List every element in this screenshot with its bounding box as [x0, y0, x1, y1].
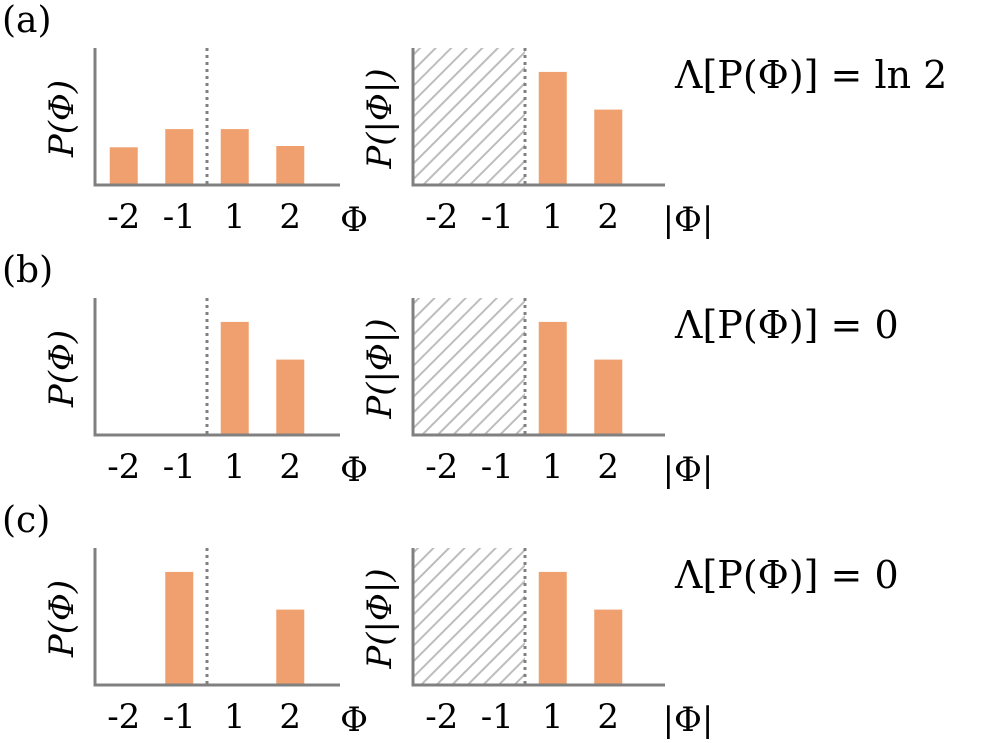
tick-label: -1	[163, 447, 196, 487]
y-axis-label: P(|Φ|)	[360, 568, 400, 669]
tick-label: -1	[163, 697, 196, 737]
lambda-annotation: Λ[P(Φ)] = 0	[674, 303, 899, 347]
tick-label: -1	[481, 697, 514, 737]
bar-2	[594, 609, 623, 685]
bar-2	[594, 109, 623, 185]
tick-label: -2	[425, 447, 458, 487]
panel-label: (a)	[2, 0, 52, 41]
x-axis-label: |Φ|	[663, 200, 714, 240]
bar-1	[220, 129, 249, 185]
subplot-4: -2 -1 1 2 |Φ| P(|Φ|) Λ[P(Φ)] = 0	[360, 298, 899, 490]
y-axis-label: P(Φ)	[42, 80, 82, 158]
tick-label: 2	[279, 447, 301, 487]
y-axis-label: P(|Φ|)	[360, 318, 400, 419]
bar--1	[165, 129, 194, 185]
bar--1	[165, 571, 194, 685]
tick-label: 1	[542, 197, 564, 237]
bar-2	[276, 609, 305, 685]
bar-2	[276, 359, 305, 435]
tick-label: -2	[107, 697, 140, 737]
bar--2	[109, 147, 138, 185]
subplot-2: -2 -1 1 2 |Φ| P(|Φ|) Λ[P(Φ)] = ln 2	[360, 48, 947, 240]
tick-label: 1	[542, 447, 564, 487]
bar-1	[538, 321, 567, 435]
tick-label: 2	[597, 447, 619, 487]
tick-label: -2	[425, 697, 458, 737]
subplot-6: -2 -1 1 2 |Φ| P(|Φ|) Λ[P(Φ)] = 0	[360, 548, 899, 740]
x-axis-label: Φ	[340, 450, 368, 490]
y-axis-label: P(|Φ|)	[360, 68, 400, 169]
bar-2	[594, 359, 623, 435]
bar-1	[220, 321, 249, 435]
tick-label: 1	[224, 697, 246, 737]
lambda-annotation: Λ[P(Φ)] = 0	[674, 553, 899, 597]
tick-label: -1	[481, 197, 514, 237]
tick-label: 2	[279, 697, 301, 737]
plots-layer: (a)-2 -1 1 2 ΦP(Φ)-2 -1 1 2 |Φ|P(|Φ|) Λ[P(Φ)] = l…	[2, 0, 947, 740]
hatched-region	[414, 48, 525, 185]
panel-label: (b)	[2, 250, 53, 291]
subplot-1: (a) -2 -1 1 2 Φ P(Φ)	[2, 0, 368, 240]
hatched-region	[414, 298, 525, 435]
tick-label: -1	[481, 447, 514, 487]
tick-label: -2	[425, 197, 458, 237]
tick-label: 1	[224, 447, 246, 487]
x-axis-label: |Φ|	[663, 450, 714, 490]
x-axis-label: |Φ|	[663, 700, 714, 740]
lambda-annotation: Λ[P(Φ)] = ln 2	[674, 53, 947, 97]
tick-label: -2	[107, 197, 140, 237]
bar-1	[538, 571, 567, 685]
panel-label: (c)	[2, 500, 50, 541]
y-axis-label: P(Φ)	[42, 330, 82, 408]
tick-label: -1	[163, 197, 196, 237]
tick-label: 2	[597, 197, 619, 237]
y-axis-label: P(Φ)	[42, 580, 82, 658]
tick-label: 1	[542, 697, 564, 737]
subplot-3: (b) -2 -1 1 2 Φ P(Φ)	[2, 250, 368, 490]
hatched-region	[414, 548, 525, 685]
x-axis-label: Φ	[340, 200, 368, 240]
bar-1	[538, 71, 567, 185]
tick-label: 2	[597, 697, 619, 737]
tick-label: 2	[279, 197, 301, 237]
bar-2	[276, 146, 305, 185]
subplot-5: (c) -2 -1 1 2 Φ P(Φ)	[2, 500, 368, 740]
tick-label: 1	[224, 197, 246, 237]
x-axis-label: Φ	[340, 700, 368, 740]
tick-label: -2	[107, 447, 140, 487]
